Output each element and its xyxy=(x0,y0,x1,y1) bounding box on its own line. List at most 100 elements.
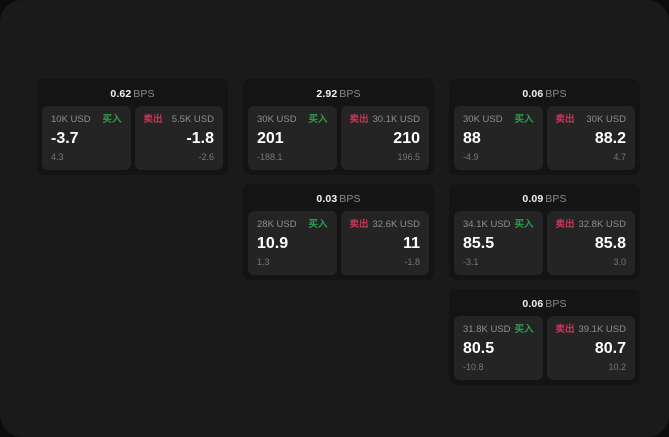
buy-side-label: 买入 xyxy=(308,219,328,230)
order-size-label: 5.5K USD xyxy=(171,114,214,125)
bps-value: 0.62 xyxy=(110,88,132,100)
sell-side-label: 卖出 xyxy=(349,219,369,230)
panel-row: 30K USD 买入 88 -4.9 卖出 30K USD 88.2 4.7 xyxy=(454,106,635,170)
quote-value: 80.7 xyxy=(594,340,626,357)
buy-panel[interactable]: 31.8K USD 买入 80.5 -10.8 xyxy=(454,316,543,380)
quote-delta: 196.5 xyxy=(397,152,420,162)
panel-header: 30K USD 买入 xyxy=(463,114,534,125)
sell-panel[interactable]: 卖出 5.5K USD -1.8 -2.6 xyxy=(134,106,223,170)
bps-value: 0.06 xyxy=(522,298,544,310)
bps-header: 0.03 BPS xyxy=(248,189,429,211)
bps-unit-label: BPS xyxy=(545,88,567,100)
quote-delta: -3.1 xyxy=(463,257,479,267)
order-size-label: 30K USD xyxy=(257,114,297,125)
quote-value: 201 xyxy=(257,130,284,147)
sell-side-label: 卖出 xyxy=(143,114,163,125)
buy-panel[interactable]: 30K USD 买入 88 -4.9 xyxy=(454,106,543,170)
bps-header: 0.06 BPS xyxy=(454,294,635,316)
order-size-label: 30.1K USD xyxy=(372,114,420,125)
quote-value: 210 xyxy=(393,130,420,147)
bps-header: 2.92 BPS xyxy=(248,84,429,106)
order-size-label: 30K USD xyxy=(463,114,503,125)
panel-header: 30K USD 买入 xyxy=(257,114,328,125)
quote-card[interactable]: 0.06 BPS 31.8K USD 买入 80.5 -10.8 卖出 39.1K USD 80… xyxy=(449,289,640,385)
order-size-label: 28K USD xyxy=(257,219,297,230)
order-size-label: 30K USD xyxy=(586,114,626,125)
panel-header: 28K USD 买入 xyxy=(257,219,328,230)
panel-header: 卖出 32.8K USD xyxy=(556,219,627,230)
panel-header: 34.1K USD 买入 xyxy=(463,219,534,230)
quote-value: 88.2 xyxy=(594,130,626,147)
buy-side-label: 买入 xyxy=(102,114,122,125)
sell-panel[interactable]: 卖出 32.6K USD 11 -1.8 xyxy=(340,211,429,275)
buy-panel[interactable]: 10K USD 买入 -3.7 4.3 xyxy=(42,106,131,170)
quote-card[interactable]: 0.06 BPS 30K USD 买入 88 -4.9 卖出 30K USD 88.2 4.7 xyxy=(449,79,640,175)
quote-value: 85.5 xyxy=(463,235,495,252)
order-size-label: 34.1K USD xyxy=(463,219,511,230)
bps-unit-label: BPS xyxy=(339,193,361,205)
quote-value: 10.9 xyxy=(257,235,289,252)
quote-delta: -10.8 xyxy=(463,362,484,372)
quote-delta: -1.8 xyxy=(404,257,420,267)
bps-header: 0.62 BPS xyxy=(42,84,223,106)
panel-header: 10K USD 买入 xyxy=(51,114,122,125)
quote-value: 80.5 xyxy=(463,340,495,357)
sell-panel[interactable]: 卖出 32.8K USD 85.8 3.0 xyxy=(546,211,635,275)
bps-unit-label: BPS xyxy=(545,298,567,310)
quote-delta: 10.2 xyxy=(608,362,626,372)
quote-value: -3.7 xyxy=(51,130,79,147)
panel-header: 31.8K USD 买入 xyxy=(463,324,534,335)
sell-panel[interactable]: 卖出 30K USD 88.2 4.7 xyxy=(546,106,635,170)
sell-side-label: 卖出 xyxy=(555,324,575,335)
quote-value: 85.8 xyxy=(594,235,626,252)
panel-header: 卖出 32.6K USD xyxy=(350,219,421,230)
quote-card[interactable]: 0.03 BPS 28K USD 买入 10.9 1.3 卖出 32.6K USD 11 -1.8 xyxy=(243,184,434,280)
bps-value: 0.09 xyxy=(522,193,544,205)
quote-value: 88 xyxy=(463,130,481,147)
quote-delta: 4.7 xyxy=(613,152,626,162)
quote-card-grid: 0.62 BPS 10K USD 买入 -3.7 4.3 卖出 5.5K USD -1.8 -2.… xyxy=(37,79,640,385)
panel-row: 28K USD 买入 10.9 1.3 卖出 32.6K USD 11 -1.8 xyxy=(248,211,429,275)
order-size-label: 32.8K USD xyxy=(578,219,626,230)
bps-value: 0.03 xyxy=(316,193,338,205)
bps-header: 0.06 BPS xyxy=(454,84,635,106)
order-size-label: 10K USD xyxy=(51,114,91,125)
buy-panel[interactable]: 30K USD 买入 201 -188.1 xyxy=(248,106,337,170)
quote-delta: -188.1 xyxy=(257,152,283,162)
quote-column: 2.92 BPS 30K USD 买入 201 -188.1 卖出 30.1K USD 210 1… xyxy=(243,79,434,280)
panel-row: 10K USD 买入 -3.7 4.3 卖出 5.5K USD -1.8 -2.6 xyxy=(42,106,223,170)
buy-panel[interactable]: 28K USD 买入 10.9 1.3 xyxy=(248,211,337,275)
quote-column: 0.62 BPS 10K USD 买入 -3.7 4.3 卖出 5.5K USD -1.8 -2.… xyxy=(37,79,228,175)
bps-value: 2.92 xyxy=(316,88,338,100)
quote-delta: -4.9 xyxy=(463,152,479,162)
order-size-label: 32.6K USD xyxy=(372,219,420,230)
panel-header: 卖出 30.1K USD xyxy=(350,114,421,125)
quote-delta: 4.3 xyxy=(51,152,64,162)
quote-card[interactable]: 2.92 BPS 30K USD 买入 201 -188.1 卖出 30.1K USD 210 1… xyxy=(243,79,434,175)
order-size-label: 31.8K USD xyxy=(463,324,511,335)
bps-header: 0.09 BPS xyxy=(454,189,635,211)
buy-panel[interactable]: 34.1K USD 买入 85.5 -3.1 xyxy=(454,211,543,275)
panel-row: 31.8K USD 买入 80.5 -10.8 卖出 39.1K USD 80.7 10.2 xyxy=(454,316,635,380)
buy-side-label: 买入 xyxy=(308,114,328,125)
quote-delta: 3.0 xyxy=(613,257,626,267)
quote-delta: 1.3 xyxy=(257,257,270,267)
quote-column: 0.06 BPS 30K USD 买入 88 -4.9 卖出 30K USD 88.2 4.7 0.… xyxy=(449,79,640,385)
bps-unit-label: BPS xyxy=(545,193,567,205)
buy-side-label: 买入 xyxy=(514,324,534,335)
sell-panel[interactable]: 卖出 39.1K USD 80.7 10.2 xyxy=(546,316,635,380)
sell-side-label: 卖出 xyxy=(555,114,575,125)
sell-panel[interactable]: 卖出 30.1K USD 210 196.5 xyxy=(340,106,429,170)
panel-header: 卖出 39.1K USD xyxy=(556,324,627,335)
bps-value: 0.06 xyxy=(522,88,544,100)
quote-card[interactable]: 0.09 BPS 34.1K USD 买入 85.5 -3.1 卖出 32.8K USD 85.… xyxy=(449,184,640,280)
panel-header: 卖出 5.5K USD xyxy=(144,114,215,125)
buy-side-label: 买入 xyxy=(514,219,534,230)
quote-card[interactable]: 0.62 BPS 10K USD 买入 -3.7 4.3 卖出 5.5K USD -1.8 -2.… xyxy=(37,79,228,175)
sell-side-label: 卖出 xyxy=(555,219,575,230)
quote-delta: -2.6 xyxy=(198,152,214,162)
sell-side-label: 卖出 xyxy=(349,114,369,125)
quote-value: -1.8 xyxy=(186,130,214,147)
panel-row: 30K USD 买入 201 -188.1 卖出 30.1K USD 210 196.5 xyxy=(248,106,429,170)
